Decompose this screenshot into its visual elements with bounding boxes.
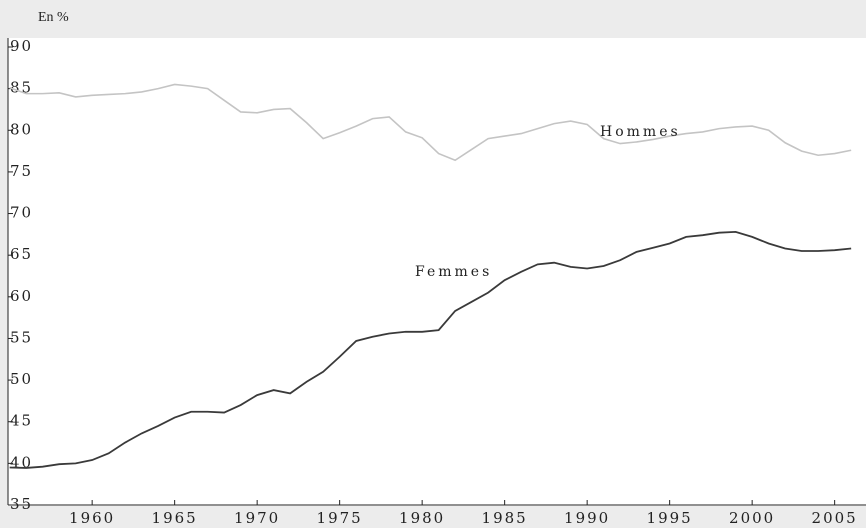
line-series (9, 230, 852, 469)
y-tick-label: 50 (10, 370, 33, 388)
x-tick-label: 1980 (399, 509, 445, 527)
series-label: Femmes (415, 264, 492, 280)
x-tick-label: 1990 (564, 509, 610, 527)
x-tick-label: 2005 (812, 509, 858, 527)
line-series (9, 83, 852, 162)
y-tick-label: 55 (10, 328, 33, 346)
y-tick-label: 65 (10, 245, 33, 263)
x-tick-label: 1995 (647, 509, 693, 527)
x-tick-label: 1970 (234, 509, 280, 527)
y-tick-label: 85 (10, 79, 33, 97)
x-tick-label: 1985 (482, 509, 528, 527)
y-tick-label: 80 (10, 120, 33, 138)
y-unit-label: En % (38, 10, 69, 25)
y-tick-label: 35 (10, 495, 33, 513)
y-tick-label: 90 (10, 37, 33, 55)
x-tick-label: 1965 (152, 509, 198, 527)
y-tick-label: 75 (10, 162, 33, 180)
y-tick-label: 45 (10, 412, 33, 430)
y-tick-label: 70 (10, 204, 33, 222)
x-tick-label: 1960 (69, 509, 115, 527)
plot-area (8, 38, 866, 506)
series-label: Hommes (600, 124, 681, 140)
x-tick-label: 2000 (729, 509, 775, 527)
x-tick-label: 1975 (317, 509, 363, 527)
y-tick-label: 60 (10, 287, 33, 305)
